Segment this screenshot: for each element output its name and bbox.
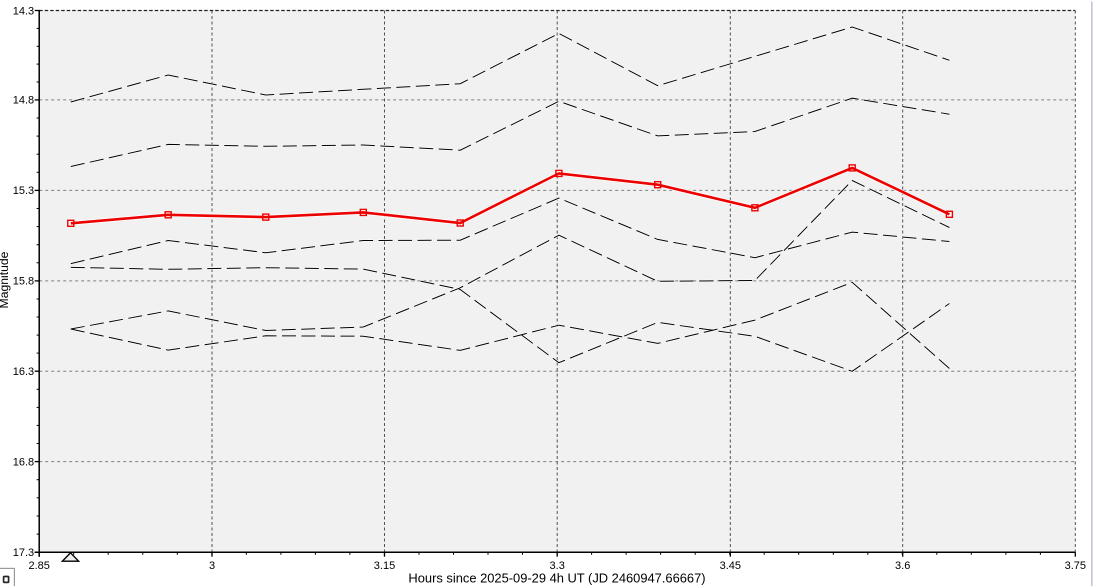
svg-text:3.6: 3.6 xyxy=(895,560,910,572)
svg-text:16.8: 16.8 xyxy=(13,456,34,468)
svg-text:Magnitude: Magnitude xyxy=(0,251,11,308)
svg-text:3.45: 3.45 xyxy=(720,560,741,572)
svg-text:15.3: 15.3 xyxy=(13,185,34,197)
svg-text:17.3: 17.3 xyxy=(13,547,34,559)
svg-text:14.3: 14.3 xyxy=(13,5,34,17)
svg-text:Hours since 2025-09-29 4h UT (: Hours since 2025-09-29 4h UT (JD 2460947… xyxy=(408,571,705,586)
svg-text:3: 3 xyxy=(209,560,215,572)
svg-text:3.3: 3.3 xyxy=(550,560,565,572)
svg-text:16.3: 16.3 xyxy=(13,366,34,378)
svg-text:15.8: 15.8 xyxy=(13,276,34,288)
svg-text:2.85: 2.85 xyxy=(28,560,49,572)
svg-text:3.15: 3.15 xyxy=(374,560,395,572)
svg-text:14.8: 14.8 xyxy=(13,95,34,107)
svg-text:3.75: 3.75 xyxy=(1065,560,1086,572)
